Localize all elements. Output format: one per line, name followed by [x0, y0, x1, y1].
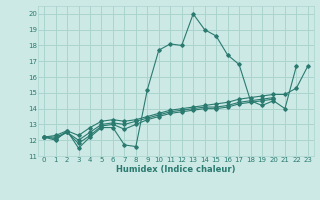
- X-axis label: Humidex (Indice chaleur): Humidex (Indice chaleur): [116, 165, 236, 174]
